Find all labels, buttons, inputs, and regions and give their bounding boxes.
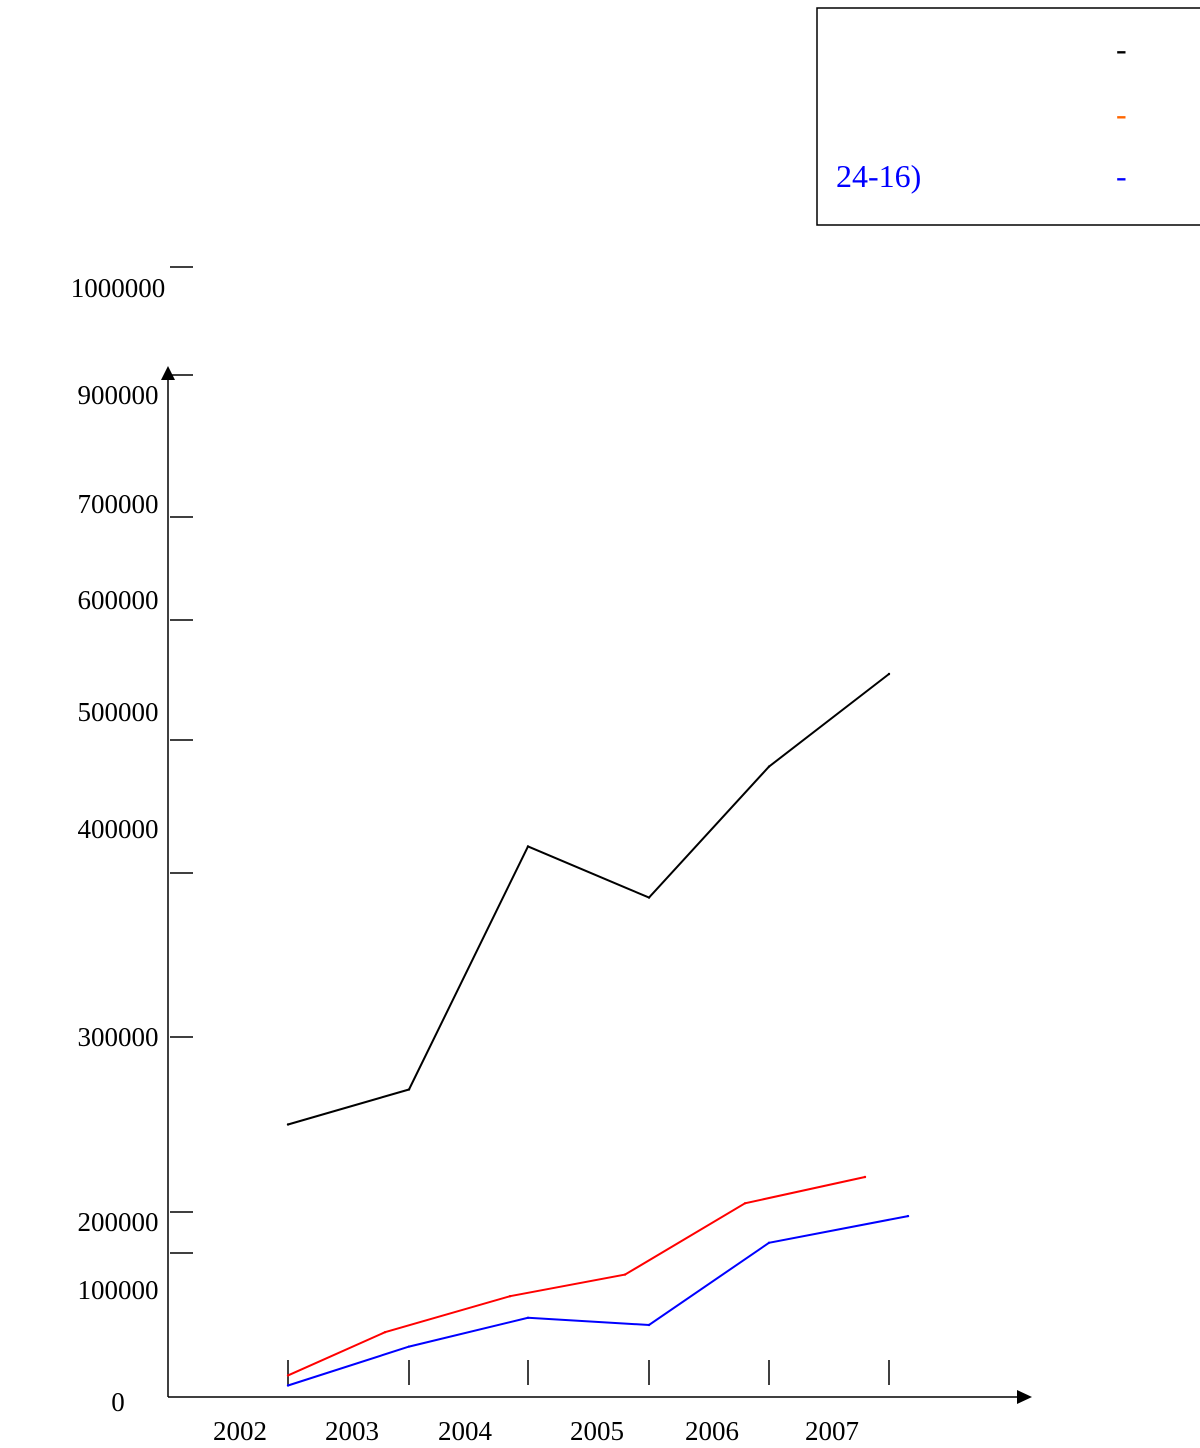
x-tick-labels: 2002 2003 2004 2005 2006 2007 xyxy=(213,1416,859,1446)
series-2-point xyxy=(863,1175,867,1179)
series-2-point xyxy=(743,1202,747,1205)
series-line-1 xyxy=(287,673,890,1126)
y-tick-label: 100000 xyxy=(78,1275,159,1305)
series-3-point xyxy=(767,1241,771,1245)
x-tick-label: 2007 xyxy=(805,1416,859,1446)
series-3-point xyxy=(647,1323,651,1327)
x-tick-label: 2002 xyxy=(213,1416,267,1446)
legend-entry-3-marker: - xyxy=(1116,158,1127,194)
series-line-3 xyxy=(287,1215,909,1387)
series-line-2 xyxy=(287,1176,866,1377)
y-tick-labels: 0 100000 200000 300000 400000 500000 600000 700… xyxy=(71,273,166,1417)
series-1-point xyxy=(767,765,771,768)
legend-entry-1-marker: - xyxy=(1116,31,1127,67)
y-tick-label: 200000 xyxy=(78,1207,159,1237)
y-tick-label: 700000 xyxy=(78,489,159,519)
series-1-point xyxy=(887,672,891,676)
x-tick-label: 2003 xyxy=(325,1416,379,1446)
series-1-point xyxy=(647,896,651,899)
series-1-point xyxy=(407,1088,411,1091)
y-tick-label: 0 xyxy=(111,1387,125,1417)
y-axis-arrowhead xyxy=(161,366,175,380)
series-2-point xyxy=(623,1273,627,1276)
series-3-point xyxy=(407,1345,411,1348)
series-1-point xyxy=(526,845,530,848)
y-tick-label: 900000 xyxy=(78,380,159,410)
x-ticks xyxy=(287,1360,890,1385)
legend: - - 24-16) - xyxy=(816,7,1200,226)
y-tick-label: 600000 xyxy=(78,585,159,615)
y-tick-label: 300000 xyxy=(78,1022,159,1052)
series-2-point xyxy=(508,1295,512,1298)
x-tick-label: 2004 xyxy=(438,1416,493,1446)
legend-entry-3-text: 24-16) xyxy=(836,158,921,194)
axes xyxy=(161,366,1032,1404)
series-lines xyxy=(286,672,910,1387)
legend-frame xyxy=(816,7,1200,226)
series-3-point xyxy=(526,1316,530,1320)
x-tick-label: 2005 xyxy=(570,1416,624,1446)
x-axis-arrowhead xyxy=(1017,1390,1032,1404)
y-tick-label: 400000 xyxy=(78,814,159,844)
series-2-point xyxy=(286,1374,290,1377)
y-tick-label: 1000000 xyxy=(71,273,166,303)
series-3-point xyxy=(906,1214,910,1218)
legend-entry-2-marker: - xyxy=(1116,96,1127,132)
series-2-point xyxy=(383,1331,387,1334)
series-1-point xyxy=(286,1123,290,1126)
x-tick-label: 2006 xyxy=(685,1416,739,1446)
y-tick-label: 500000 xyxy=(78,697,159,727)
y-ticks xyxy=(170,266,193,1254)
series-3-point xyxy=(286,1384,290,1387)
